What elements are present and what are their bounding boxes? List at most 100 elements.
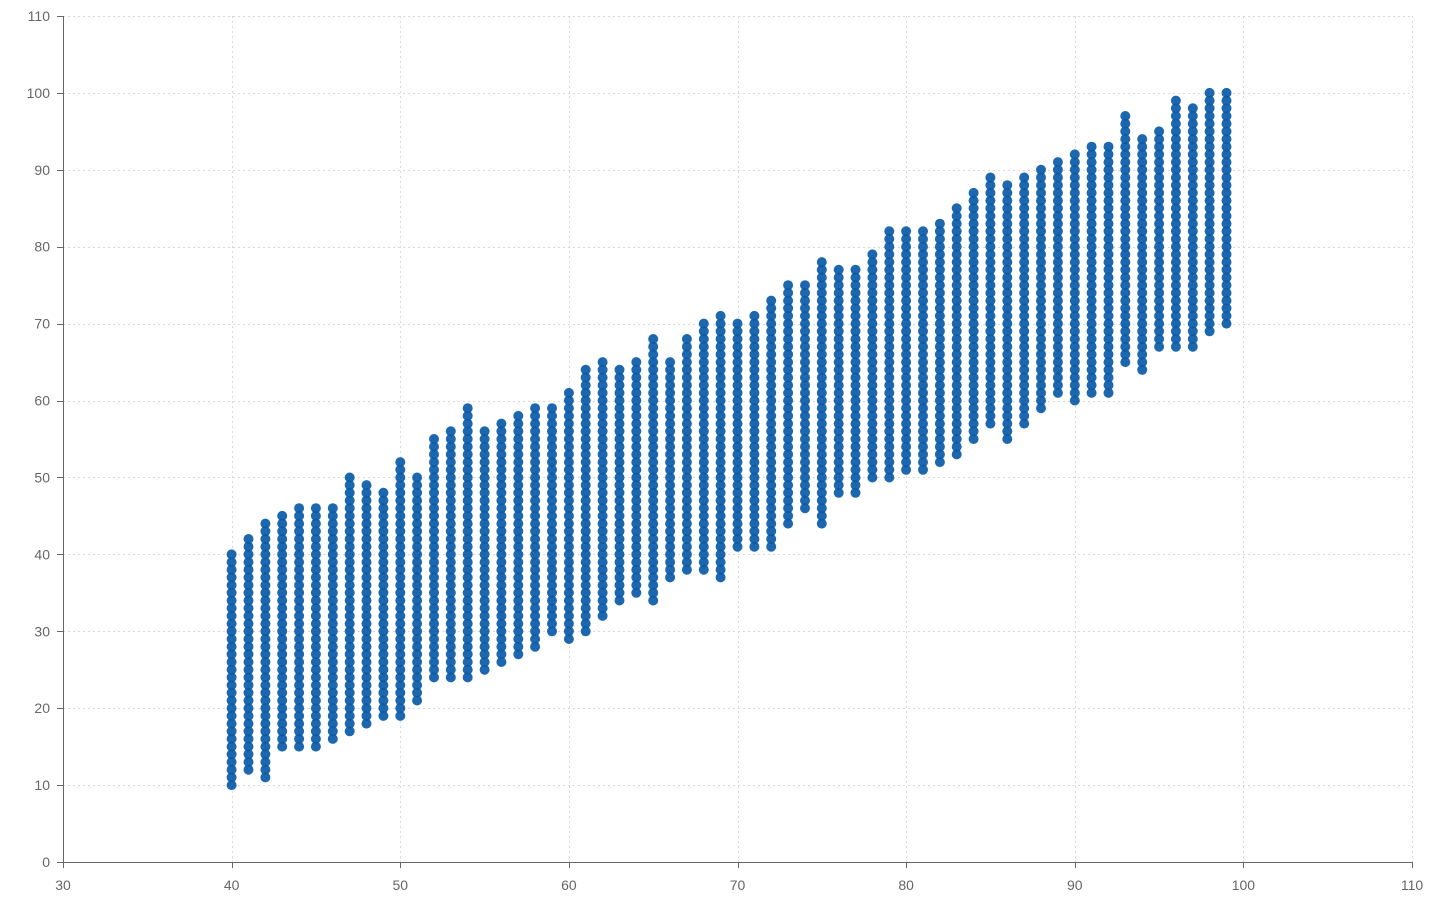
scatter-point xyxy=(277,657,288,667)
scatter-point xyxy=(378,664,389,675)
scatter-point xyxy=(816,434,827,444)
scatter-point xyxy=(1069,372,1080,383)
scatter-point xyxy=(310,526,321,537)
scatter-point xyxy=(1036,195,1046,206)
scatter-point xyxy=(918,380,928,391)
scatter-point xyxy=(665,495,676,506)
scatter-point xyxy=(749,334,760,344)
scatter-point xyxy=(867,280,878,291)
scatter-point xyxy=(260,649,271,660)
scatter-point xyxy=(1154,234,1165,244)
scatter-point xyxy=(445,426,456,437)
scatter-point xyxy=(580,618,591,629)
scatter-point xyxy=(934,380,945,391)
scatter-point xyxy=(1120,349,1131,360)
scatter-point xyxy=(226,764,237,775)
scatter-point xyxy=(327,510,338,521)
scatter-point xyxy=(1002,257,1013,268)
scatter-point xyxy=(563,610,574,621)
scatter-point xyxy=(1086,234,1097,244)
scatter-point xyxy=(766,410,777,421)
scatter-point xyxy=(648,410,659,421)
scatter-point xyxy=(1137,226,1148,237)
scatter-point xyxy=(1002,418,1013,429)
scatter-point xyxy=(378,549,389,560)
scatter-point xyxy=(496,557,507,568)
scatter-point xyxy=(547,610,557,621)
scatter-point xyxy=(327,603,338,614)
scatter-point xyxy=(631,441,642,452)
scatter-point xyxy=(934,272,945,283)
scatter-point xyxy=(951,449,962,460)
scatter-point xyxy=(1154,287,1165,298)
scatter-point xyxy=(850,264,861,275)
scatter-point xyxy=(1086,149,1097,160)
scatter-point xyxy=(547,564,557,575)
scatter-point xyxy=(1221,149,1232,160)
x-tick-label: 90 xyxy=(1067,877,1083,893)
scatter-point xyxy=(344,634,355,644)
scatter-point xyxy=(1137,149,1148,160)
scatter-point xyxy=(378,580,389,591)
scatter-point xyxy=(1187,218,1198,229)
scatter-point xyxy=(665,541,676,552)
scatter-point xyxy=(429,572,439,583)
scatter-point xyxy=(412,510,423,521)
scatter-point xyxy=(412,680,423,691)
scatter-point xyxy=(698,349,709,360)
scatter-point xyxy=(563,418,574,429)
x-tick-label: 50 xyxy=(392,877,408,893)
scatter-point xyxy=(344,557,355,568)
scatter-point xyxy=(614,595,625,606)
scatter-point xyxy=(749,364,760,375)
scatter-point xyxy=(344,495,355,506)
scatter-point xyxy=(445,564,456,575)
scatter-point xyxy=(1069,341,1080,352)
scatter-point xyxy=(816,287,827,298)
scatter-point xyxy=(395,626,406,637)
scatter-point xyxy=(496,634,507,644)
scatter-point xyxy=(260,610,271,621)
scatter-point xyxy=(1103,287,1114,298)
scatter-point xyxy=(715,410,726,421)
scatter-point xyxy=(850,280,861,291)
scatter-point xyxy=(1120,195,1131,206)
scatter-point xyxy=(783,410,794,421)
scatter-point xyxy=(327,595,338,606)
scatter-point xyxy=(1069,280,1080,291)
scatter-point xyxy=(833,464,844,475)
scatter-point xyxy=(496,641,507,652)
scatter-point xyxy=(749,487,760,498)
scatter-point xyxy=(681,395,692,406)
scatter-point xyxy=(310,541,321,552)
scatter-point xyxy=(1137,280,1148,291)
scatter-point xyxy=(361,657,372,667)
scatter-point xyxy=(985,241,996,252)
scatter-point xyxy=(327,587,338,598)
scatter-point xyxy=(547,510,557,521)
scatter-point xyxy=(1002,295,1013,306)
scatter-point xyxy=(816,503,827,514)
scatter-point xyxy=(445,634,456,644)
scatter-point xyxy=(445,572,456,583)
scatter-point xyxy=(327,680,338,691)
scatter-point xyxy=(1187,249,1198,260)
scatter-point xyxy=(412,549,423,560)
scatter-point xyxy=(327,649,338,660)
scatter-point xyxy=(918,372,928,383)
scatter-point xyxy=(884,310,895,321)
scatter-point xyxy=(1204,157,1215,168)
scatter-point xyxy=(1103,218,1114,229)
scatter-point xyxy=(513,641,524,652)
scatter-point xyxy=(327,641,338,652)
scatter-point xyxy=(429,657,439,667)
scatter-point xyxy=(1036,280,1046,291)
scatter-point xyxy=(850,410,861,421)
scatter-point xyxy=(833,487,844,498)
scatter-point xyxy=(547,403,557,414)
scatter-point xyxy=(294,687,305,698)
scatter-point xyxy=(277,664,288,675)
scatter-point xyxy=(1036,380,1046,391)
scatter-point xyxy=(1036,372,1046,383)
scatter-point xyxy=(294,580,305,591)
